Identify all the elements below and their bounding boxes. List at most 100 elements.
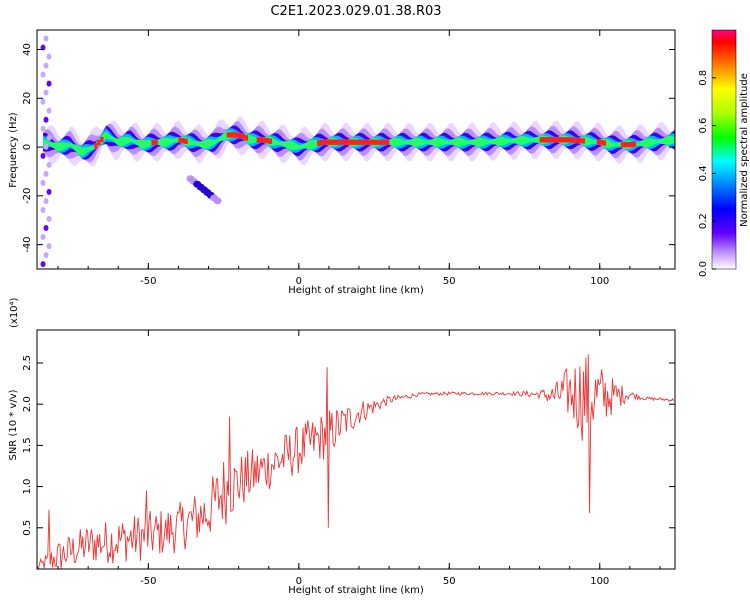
spectrogram-peak-cell — [386, 139, 390, 145]
colorbar-tick-label: 0.6 — [698, 118, 709, 134]
spectrogram-blob-cell — [213, 197, 222, 205]
spectrogram-peak-cell — [238, 132, 242, 139]
spectrogram-peak-cell — [626, 141, 631, 148]
spectrogram-peak-cell — [581, 138, 585, 144]
spectrogram-y-tick-label: 40 — [22, 43, 33, 56]
spectrogram-peak-cell — [566, 137, 570, 143]
spectrogram-peak-cell — [374, 139, 378, 145]
spectrogram-peak-cell — [322, 139, 327, 145]
spectrogram-y-tick-label: -20 — [22, 188, 33, 204]
spectrogram-ticks: -50 0 50 100 -40 -20 0 20 40 — [22, 30, 675, 287]
snr-x-tick-label: 50 — [443, 576, 456, 587]
spectrogram-noise-speck — [43, 225, 49, 232]
colorbar-tick-label: 0.4 — [698, 165, 709, 181]
spectrogram-noise-speck — [40, 234, 46, 241]
spectrogram-peak-cell — [235, 132, 239, 138]
snr-ylabel: SNR (10 * v/v) — [8, 389, 19, 460]
spectrogram-x-tick-label: -50 — [140, 276, 156, 287]
spectrogram-x-tick-label: 0 — [296, 276, 302, 287]
spectrogram-peak-cell — [632, 141, 637, 147]
spectrogram-peak-cell — [226, 132, 230, 138]
spectrogram-noise-speck — [46, 80, 52, 87]
spectrogram-noise-speck — [40, 206, 46, 213]
spectrogram-peak-cell — [620, 141, 625, 148]
snr-x-tick-label: -50 — [140, 576, 156, 587]
spectrogram-peak-cell — [241, 134, 245, 140]
spectrogram-x-tick-label: 50 — [443, 276, 456, 287]
spectrogram-peak-cell — [331, 139, 336, 145]
spectrogram-peak-cell — [596, 139, 601, 145]
spectrogram-noise-speck — [40, 152, 46, 159]
colorbar-tick-label: 0.0 — [698, 261, 709, 277]
colorbar: 0.0 0.2 0.4 0.6 0.8 Normalized spectral ampl… — [698, 29, 750, 277]
spectrogram-peak-cell — [560, 137, 564, 143]
spectrogram-peak-cell — [380, 139, 384, 145]
spectrogram-noise-speck — [40, 125, 46, 132]
spectrogram-peak-cell — [371, 139, 375, 145]
spectrogram-xlabel: Height of straight line (km) — [288, 285, 424, 296]
colorbar-tick-label: 0.2 — [698, 213, 709, 229]
spectrogram-peak-cell — [629, 141, 634, 148]
snr-y-tick-label: 2.0 — [22, 396, 33, 412]
spectrogram-peak-cell — [554, 137, 558, 143]
spectrogram-y-tick-label: -40 — [22, 236, 33, 252]
spectrogram-peak-cell — [151, 139, 155, 146]
spectrogram-peak-cell — [353, 139, 357, 145]
spectrogram-peak-cell — [569, 137, 573, 143]
snr-panel: -50 0 50 100 0.5 1.0 1.5 2.0 2.5 Height of strai… — [8, 297, 676, 596]
spectrogram-noise-speck — [43, 143, 49, 150]
snr-ticks: -50 0 50 100 0.5 1.0 1.5 2.0 2.5 — [22, 330, 675, 587]
spectrogram-noise-speck — [46, 53, 52, 60]
spectrogram-noise-speck — [43, 116, 49, 123]
spectrogram-peak-cell — [551, 137, 555, 143]
spectrogram-y-tick-label: 0 — [22, 144, 33, 150]
spectrogram-peak-cell — [229, 132, 233, 138]
spectrogram-peak-cell — [539, 137, 543, 143]
spectrogram-noise-speck — [46, 216, 52, 223]
colorbar-tick-label: 0.8 — [698, 70, 709, 86]
spectrogram-peak-cell — [244, 135, 248, 141]
spectrogram-peak-cell — [344, 139, 348, 145]
spectrogram-noise-speck — [40, 71, 46, 78]
snr-series-line — [37, 354, 675, 569]
spectrogram-noise-speck — [43, 35, 49, 42]
spectrogram-peak-cell — [545, 137, 549, 143]
spectrogram-noise-speck — [46, 134, 52, 141]
snr-x-tick-label: 100 — [590, 576, 609, 587]
spectrogram-peak-cell — [368, 139, 372, 145]
spectrogram-peak-cell — [259, 137, 263, 143]
spectrogram-noise-speck — [43, 170, 49, 177]
spectrogram-noise-speck — [46, 188, 52, 195]
spectrogram-noise-speck — [43, 197, 49, 204]
spectrogram-peak-cell — [178, 137, 182, 143]
spectrogram-peak-cell — [563, 137, 567, 143]
spectrogram-noise-speck — [40, 98, 46, 105]
spectrogram-noise-speck — [46, 107, 52, 114]
snr-y-tick-label: 1.5 — [22, 437, 33, 453]
spectrogram-peak-cell — [359, 139, 363, 145]
colorbar-label: Normalized spectral amplitude — [739, 73, 750, 227]
spectrogram-frame — [36, 29, 676, 270]
snr-y-tick-label: 2.5 — [22, 355, 33, 371]
spectrogram-peak-cell — [542, 137, 546, 143]
spectrogram-noise-speck — [43, 62, 49, 69]
spectrogram-peak-cell — [181, 138, 185, 144]
spectrogram-y-tick-label: 20 — [22, 92, 33, 105]
spectrogram-peak-cell — [557, 137, 561, 143]
spectrogram-peak-cell — [319, 139, 324, 146]
spectrogram-peak-cell — [100, 136, 104, 143]
spectrogram-peak-cell — [599, 139, 604, 146]
spectrogram-peak-cell — [334, 139, 339, 145]
spectrogram-peak-cell — [328, 139, 333, 145]
spectrogram-peak-cell — [362, 139, 366, 145]
spectrogram-peak-cell — [232, 132, 236, 138]
spectrogram-noise-speck — [43, 252, 49, 259]
spectrogram-panel: -50 0 50 100 -40 -20 0 20 40 Height of straight … — [8, 29, 676, 296]
spectrogram-peak-cell — [377, 139, 381, 145]
spectrogram-noise-speck — [40, 261, 46, 268]
snr-y-tick-label: 1.0 — [22, 479, 33, 495]
spectrogram-peak-cell — [365, 139, 369, 145]
spectrogram-peak-cell — [575, 137, 579, 144]
spectrogram-peak-cell — [262, 137, 266, 143]
